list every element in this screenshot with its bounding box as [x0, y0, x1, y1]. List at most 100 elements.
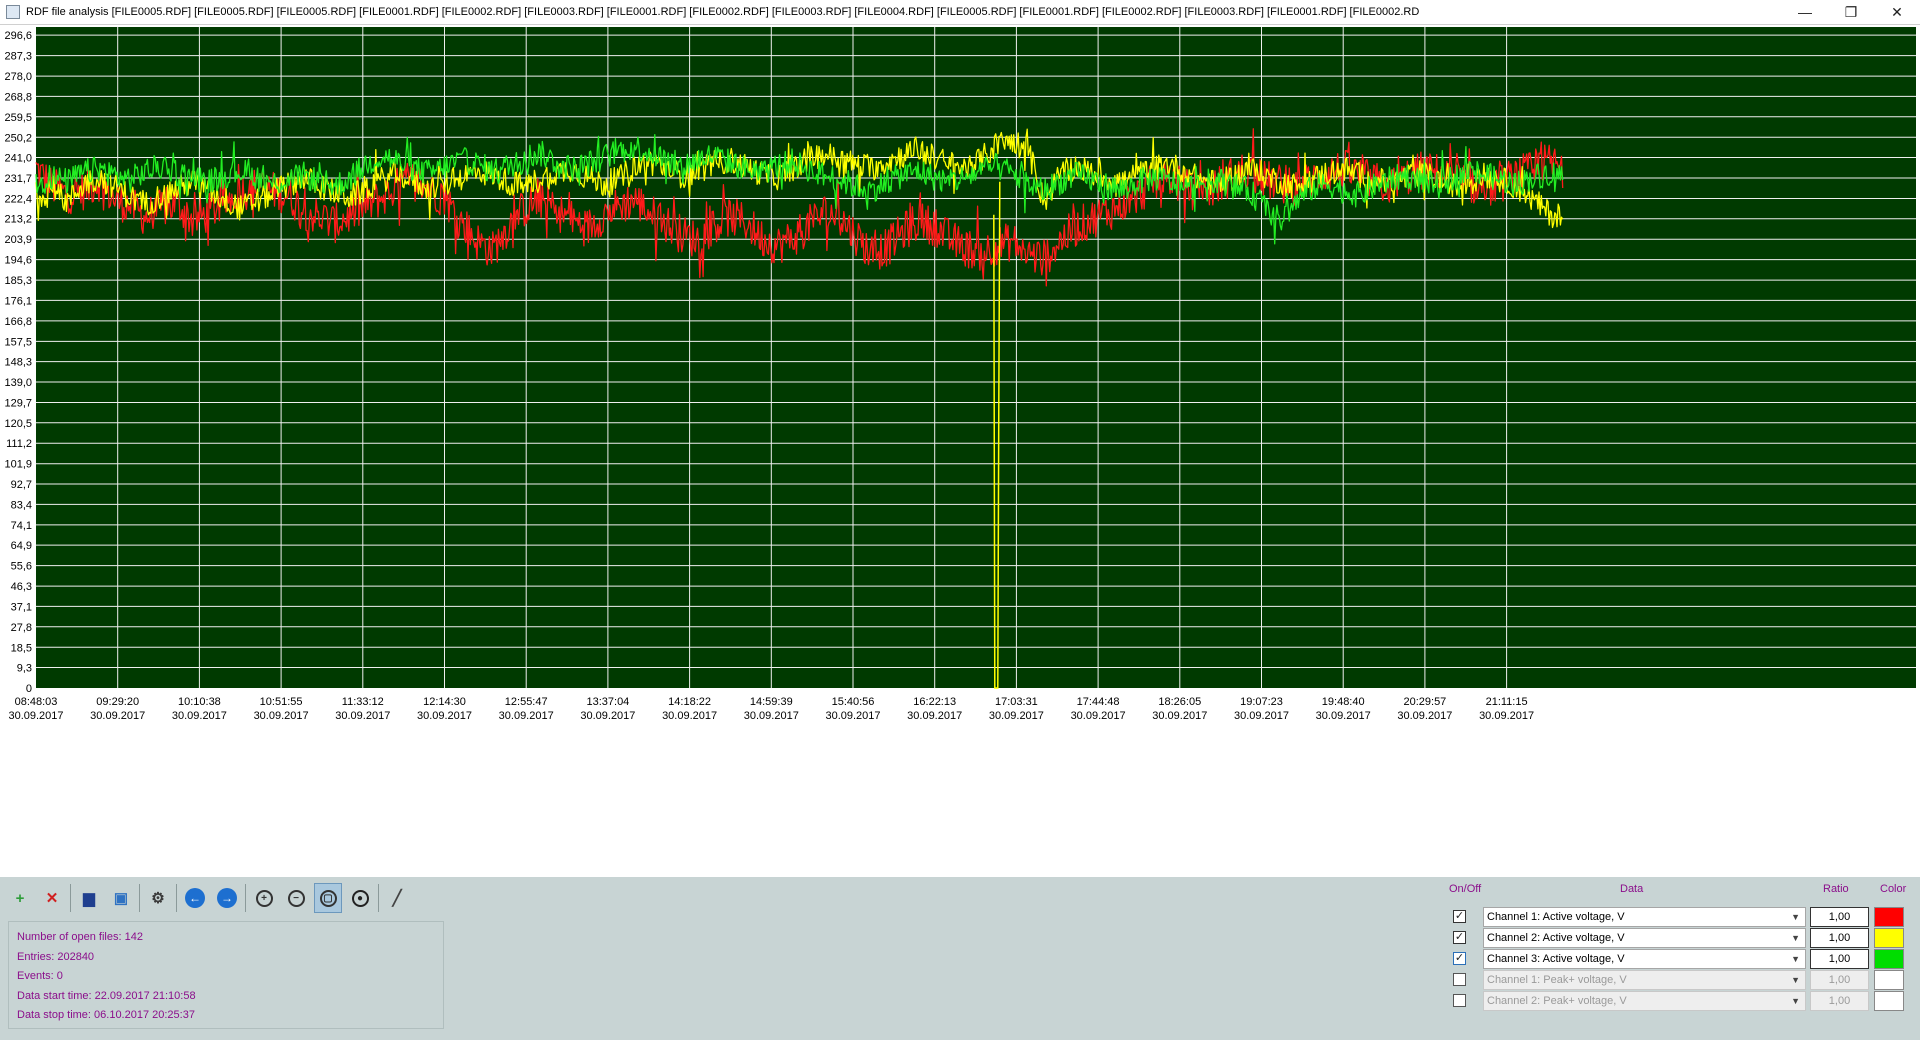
y-tick-label: 259,5	[4, 112, 32, 124]
channel-color-swatch[interactable]	[1874, 970, 1904, 990]
channel-panel: On/Off Data Ratio Color ✓ Channel 1: Acti…	[1440, 883, 1914, 1033]
x-tick-date: 30.09.2017	[90, 710, 145, 722]
measure-button[interactable]: ╱	[383, 883, 411, 913]
y-tick-label: 296,6	[4, 30, 32, 42]
chevron-down-icon: ▼	[1791, 933, 1800, 943]
zoom-fit-button[interactable]: ●	[346, 883, 374, 913]
channel-data-select[interactable]: Channel 1: Peak+ voltage, V ▼	[1483, 970, 1806, 990]
channel-checkbox[interactable]	[1453, 994, 1466, 1007]
x-tick-date: 30.09.2017	[825, 710, 880, 722]
x-tick-date: 30.09.2017	[1397, 710, 1452, 722]
y-tick-label: 9,3	[17, 663, 32, 675]
y-tick-label: 139,0	[4, 377, 32, 389]
y-tick-label: 250,2	[4, 132, 32, 144]
y-tick-label: 287,3	[4, 51, 32, 63]
y-tick-label: 120,5	[4, 418, 32, 430]
entries-count: Entries: 202840	[17, 950, 95, 963]
chevron-down-icon: ▼	[1791, 954, 1800, 964]
settings-button[interactable]: ⚙	[144, 883, 172, 913]
ruler-icon: ╱	[392, 890, 402, 907]
arrow-left-icon: ←	[185, 888, 205, 908]
y-tick-label: 46,3	[11, 581, 32, 593]
channel-row: ✓ Channel 1: Active voltage, V ▼ 1,00	[1440, 906, 1914, 928]
zoom-area-icon: ▢	[319, 889, 337, 907]
x-tick-date: 30.09.2017	[580, 710, 635, 722]
open-file-button[interactable]: +	[6, 883, 34, 913]
channel-color-swatch[interactable]	[1874, 949, 1904, 969]
channel-color-swatch[interactable]	[1874, 907, 1904, 927]
x-tick-time: 16:22:13	[913, 696, 956, 708]
channel-checkbox[interactable]: ✓	[1453, 931, 1466, 944]
channel-ratio-input[interactable]: 1,00	[1810, 949, 1869, 969]
voltage-chart[interactable]: 296,6 287,3 278,0 268,8 259,5 250,2 241,0 231,7…	[0, 25, 1920, 877]
channel-data-label: Channel 2: Peak+ voltage, V	[1487, 995, 1627, 1007]
toolbar-separator	[176, 884, 177, 912]
x-tick-time: 08:48:03	[15, 696, 58, 708]
x-tick-time: 14:18:22	[668, 696, 711, 708]
zoom-out-button[interactable]: −	[282, 883, 310, 913]
channel-ratio-input[interactable]: 1,00	[1810, 970, 1869, 990]
y-tick-label: 18,5	[11, 642, 32, 654]
x-tick-time: 17:03:31	[995, 696, 1038, 708]
channel-row: ✓ Channel 2: Active voltage, V ▼ 1,00	[1440, 927, 1914, 949]
x-tick-time: 13:37:04	[586, 696, 629, 708]
data-header: Data	[1620, 883, 1644, 895]
y-tick-label: 27,8	[11, 622, 32, 634]
channel-checkbox[interactable]	[1453, 973, 1466, 986]
channel-checkbox[interactable]: ✓	[1453, 910, 1466, 923]
chevron-down-icon: ▼	[1791, 912, 1800, 922]
close-file-button[interactable]: ✕	[38, 883, 66, 913]
channel-color-swatch[interactable]	[1874, 928, 1904, 948]
x-tick-date: 30.09.2017	[1479, 710, 1534, 722]
x-tick-date: 30.09.2017	[1234, 710, 1289, 722]
maximize-button[interactable]: ❐	[1828, 0, 1874, 24]
channel-ratio-input[interactable]: 1,00	[1810, 907, 1869, 927]
channel-data-select[interactable]: Channel 2: Peak+ voltage, V ▼	[1483, 991, 1806, 1011]
x-tick-date: 30.09.2017	[744, 710, 799, 722]
zoom-area-button[interactable]: ▢	[314, 883, 342, 913]
print-button[interactable]: ▆	[75, 883, 103, 913]
ratio-header: Ratio	[1823, 883, 1849, 895]
series-line-channel-3	[35, 133, 1564, 245]
minimize-button[interactable]: —	[1782, 0, 1828, 24]
toolbar-separator	[245, 884, 246, 912]
x-tick-date: 30.09.2017	[8, 710, 63, 722]
y-tick-label: 278,0	[4, 71, 32, 83]
zoom-in-button[interactable]: +	[250, 883, 278, 913]
y-tick-label: 37,1	[11, 601, 32, 613]
image-icon: ▣	[113, 890, 129, 907]
channel-data-select[interactable]: Channel 3: Active voltage, V ▼	[1483, 949, 1806, 969]
onoff-header: On/Off	[1449, 883, 1482, 895]
y-tick-label: 74,1	[11, 520, 32, 532]
x-tick-time: 10:51:55	[260, 696, 303, 708]
y-tick-label: 176,1	[4, 295, 32, 307]
x-tick-date: 30.09.2017	[989, 710, 1044, 722]
channel-ratio-input[interactable]: 1,00	[1810, 928, 1869, 948]
zoom-in-icon: +	[255, 889, 273, 907]
x-tick-time: 18:26:05	[1158, 696, 1201, 708]
channel-ratio-input[interactable]: 1,00	[1810, 991, 1869, 1011]
back-button[interactable]: ←	[181, 883, 209, 913]
x-tick-time: 17:44:48	[1077, 696, 1120, 708]
channel-data-label: Channel 3: Active voltage, V	[1487, 953, 1625, 965]
info-panel: Number of open files: 142 Entries: 20284…	[8, 921, 444, 1029]
y-tick-label: 213,2	[4, 214, 32, 226]
channel-checkbox[interactable]: ✓	[1453, 952, 1466, 965]
x-tick-time: 14:59:39	[750, 696, 793, 708]
y-tick-label: 101,9	[4, 459, 32, 471]
channel-data-select[interactable]: Channel 2: Active voltage, V ▼	[1483, 928, 1806, 948]
y-tick-label: 83,4	[11, 499, 32, 511]
export-image-button[interactable]: ▣	[107, 883, 135, 913]
chart-area[interactable]: 296,6 287,3 278,0 268,8 259,5 250,2 241,0 231,7…	[0, 25, 1920, 877]
y-tick-label: 203,9	[4, 234, 32, 246]
close-window-button[interactable]: ✕	[1874, 0, 1920, 24]
toolbar-separator	[70, 884, 71, 912]
events-count: Events: 0	[17, 970, 63, 982]
channel-data-select[interactable]: Channel 1: Active voltage, V ▼	[1483, 907, 1806, 927]
y-tick-label: 129,7	[4, 398, 32, 410]
channel-color-swatch[interactable]	[1874, 991, 1904, 1011]
y-tick-label: 0	[26, 683, 32, 695]
x-tick-date: 30.09.2017	[1316, 710, 1371, 722]
forward-button[interactable]: →	[213, 883, 241, 913]
y-tick-label: 241,0	[4, 153, 32, 165]
